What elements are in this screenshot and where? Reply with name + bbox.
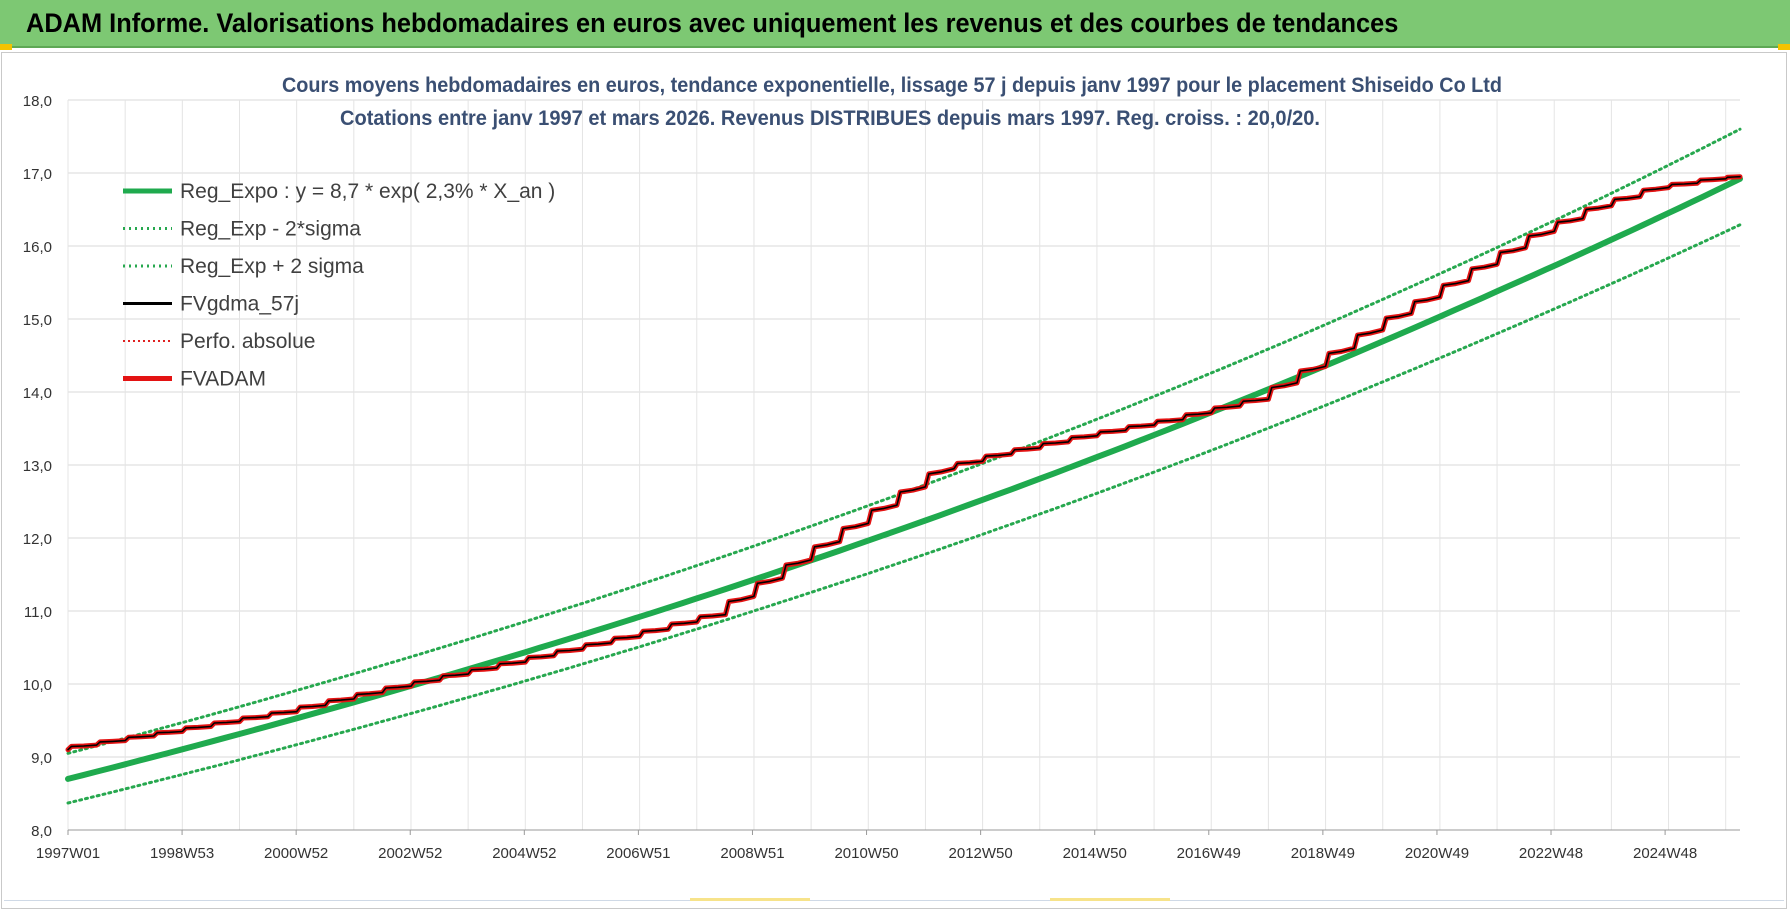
y-tick-label: 11,0 — [24, 604, 52, 621]
y-tick-label: 14,0 — [23, 385, 52, 402]
x-tick-label: 1997W01 — [36, 845, 100, 862]
x-tick-label: 2018W49 — [1291, 845, 1355, 862]
x-tick-label: 2012W50 — [949, 845, 1013, 862]
chart-legend: Reg_Expo : y = 8,7 * exp( 2,3% * X_an ) R… — [123, 180, 555, 391]
series-line-1 — [66, 223, 1742, 805]
legend-label: Reg_Expo : y = 8,7 * exp( 2,3% * X_an ) — [180, 180, 555, 203]
x-tick-label: 1998W53 — [150, 845, 214, 862]
x-tick-label: 2004W52 — [492, 845, 556, 862]
x-tick-label: 2008W51 — [720, 845, 784, 862]
x-tick-label: 2022W48 — [1519, 845, 1583, 862]
y-tick-label: 12,0 — [23, 531, 52, 548]
y-axis: 8,0 9,0 10,0 11,0 12,0 13,0 14,0 15,0 16,0 17,0 18… — [23, 93, 52, 840]
highlight-marker — [690, 898, 810, 901]
bottom-divider — [4, 900, 1784, 901]
x-tick-label: 2010W50 — [834, 845, 898, 862]
y-tick-label: 8,0 — [31, 823, 52, 840]
x-tick-label: 2020W49 — [1405, 845, 1469, 862]
chart-series — [65, 127, 1743, 805]
y-tick-label: 17,0 — [23, 166, 52, 183]
y-tick-label: 16,0 — [23, 239, 52, 256]
x-tick-label: 2006W51 — [606, 845, 670, 862]
series-line-0 — [65, 175, 1743, 782]
series-line-3 — [67, 175, 1741, 751]
corner-marker-right — [1778, 44, 1790, 50]
report-banner: ADAM Informe. Valorisations hebdomadaire… — [0, 0, 1790, 48]
x-tick-label: 2014W50 — [1063, 845, 1127, 862]
x-axis: 1997W01 1998W53 2000W52 2002W52 2004W52 2006W… — [36, 829, 1740, 862]
x-tick-label: 2024W48 — [1633, 845, 1697, 862]
x-tick-label: 2000W52 — [264, 845, 328, 862]
highlight-marker — [1050, 898, 1170, 901]
legend-label: Reg_Exp - 2*sigma — [180, 218, 361, 241]
corner-marker-left — [0, 44, 12, 50]
chart-grid — [67, 99, 1740, 831]
y-tick-label: 9,0 — [31, 750, 52, 767]
legend-label: FVgdma_57j — [180, 293, 299, 316]
y-tick-label: 10,0 — [23, 677, 52, 694]
x-tick-label: 2016W49 — [1177, 845, 1241, 862]
report-title: ADAM Informe. Valorisations hebdomadaire… — [26, 8, 1399, 38]
x-tick-label: 2002W52 — [378, 845, 442, 862]
legend-label: FVADAM — [180, 368, 266, 391]
legend-label: Reg_Exp + 2 sigma — [180, 255, 364, 278]
chart-subtitle: Cotations entre janv 1997 et mars 2026. … — [340, 107, 1320, 130]
chart-title: Cours moyens hebdomadaires en euros, ten… — [282, 74, 1502, 97]
y-tick-label: 13,0 — [23, 458, 52, 475]
legend-label: Perfo. absolue — [180, 330, 315, 353]
y-tick-label: 15,0 — [23, 312, 52, 329]
chart-frame — [1, 52, 1787, 909]
y-tick-label: 18,0 — [23, 93, 52, 110]
